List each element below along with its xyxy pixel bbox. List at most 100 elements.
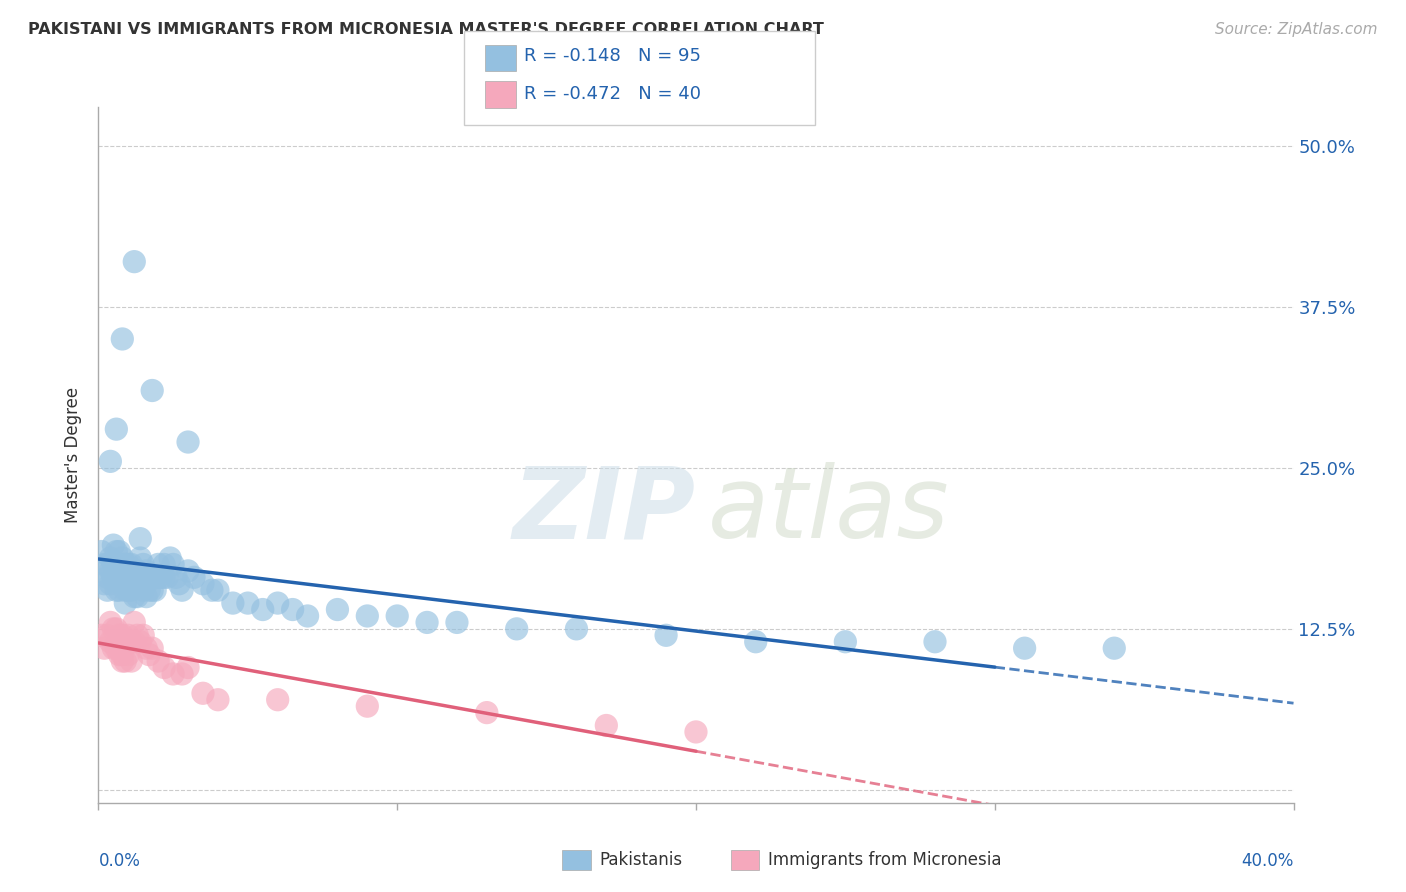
Point: [138, 648, 160, 662]
Point: [183, 570, 205, 584]
Point: [108, 648, 131, 662]
Text: Immigrants from Micronesia: Immigrants from Micronesia: [768, 851, 1001, 869]
Point: [129, 570, 152, 584]
Point: [148, 558, 170, 572]
Point: [103, 558, 125, 572]
Point: [201, 583, 224, 598]
Point: [117, 628, 139, 642]
Point: [172, 583, 194, 598]
Point: [446, 615, 468, 630]
Point: [191, 576, 214, 591]
Point: [1104, 641, 1126, 656]
Point: [162, 558, 184, 572]
Point: [117, 648, 139, 662]
Point: [124, 254, 146, 268]
Point: [267, 596, 290, 610]
Point: [143, 583, 166, 598]
Point: [96, 570, 118, 584]
Point: [595, 718, 617, 732]
Point: [506, 622, 529, 636]
Point: [236, 596, 259, 610]
Point: [103, 641, 125, 656]
Point: [177, 660, 200, 674]
Point: [100, 454, 122, 468]
Point: [156, 570, 179, 584]
Point: [153, 558, 176, 572]
Point: [141, 570, 163, 584]
Point: [326, 602, 349, 616]
Point: [138, 570, 160, 584]
Text: Pakistanis: Pakistanis: [599, 851, 682, 869]
Point: [124, 590, 146, 604]
Point: [148, 654, 170, 668]
Point: [100, 551, 122, 566]
Point: [129, 532, 152, 546]
Point: [165, 570, 187, 584]
Text: atlas: atlas: [709, 462, 949, 559]
Point: [129, 551, 152, 566]
Point: [111, 576, 134, 591]
Point: [100, 576, 122, 591]
Point: [120, 634, 142, 648]
Point: [129, 634, 152, 648]
Point: [96, 628, 118, 642]
Point: [111, 628, 134, 642]
Point: [281, 602, 304, 616]
Text: ZIP: ZIP: [513, 462, 696, 559]
Point: [191, 686, 214, 700]
Point: [90, 544, 112, 558]
Point: [356, 699, 378, 714]
Point: [162, 667, 184, 681]
Point: [114, 596, 136, 610]
Point: [167, 576, 190, 591]
Point: [138, 583, 160, 598]
Point: [297, 609, 319, 624]
Point: [124, 615, 146, 630]
Point: [135, 564, 157, 578]
Point: [148, 570, 170, 584]
Point: [90, 628, 112, 642]
Text: R = -0.472   N = 40: R = -0.472 N = 40: [524, 85, 702, 103]
Point: [105, 622, 128, 636]
Point: [108, 570, 131, 584]
Point: [127, 590, 149, 604]
Point: [120, 583, 142, 598]
Point: [100, 634, 122, 648]
Point: [105, 570, 128, 584]
Y-axis label: Master's Degree: Master's Degree: [65, 387, 83, 523]
Point: [103, 570, 125, 584]
Point: [114, 558, 136, 572]
Point: [252, 602, 274, 616]
Point: [114, 654, 136, 668]
Point: [120, 570, 142, 584]
Text: 0.0%: 0.0%: [98, 852, 141, 870]
Point: [108, 583, 131, 598]
Point: [141, 641, 163, 656]
Point: [132, 628, 155, 642]
Point: [96, 583, 118, 598]
Point: [114, 570, 136, 584]
Point: [96, 558, 118, 572]
Point: [141, 384, 163, 398]
Point: [834, 634, 856, 648]
Point: [132, 570, 155, 584]
Point: [127, 576, 149, 591]
Point: [655, 628, 678, 642]
Point: [356, 609, 378, 624]
Point: [117, 558, 139, 572]
Point: [565, 622, 588, 636]
Point: [105, 641, 128, 656]
Text: 40.0%: 40.0%: [1241, 852, 1294, 870]
Point: [111, 654, 134, 668]
Point: [150, 570, 173, 584]
Point: [177, 435, 200, 450]
Point: [685, 725, 707, 739]
Point: [153, 570, 176, 584]
Point: [108, 558, 131, 572]
Point: [222, 596, 245, 610]
Point: [105, 544, 128, 558]
Point: [416, 615, 439, 630]
Point: [475, 706, 498, 720]
Point: [124, 634, 146, 648]
Point: [135, 590, 157, 604]
